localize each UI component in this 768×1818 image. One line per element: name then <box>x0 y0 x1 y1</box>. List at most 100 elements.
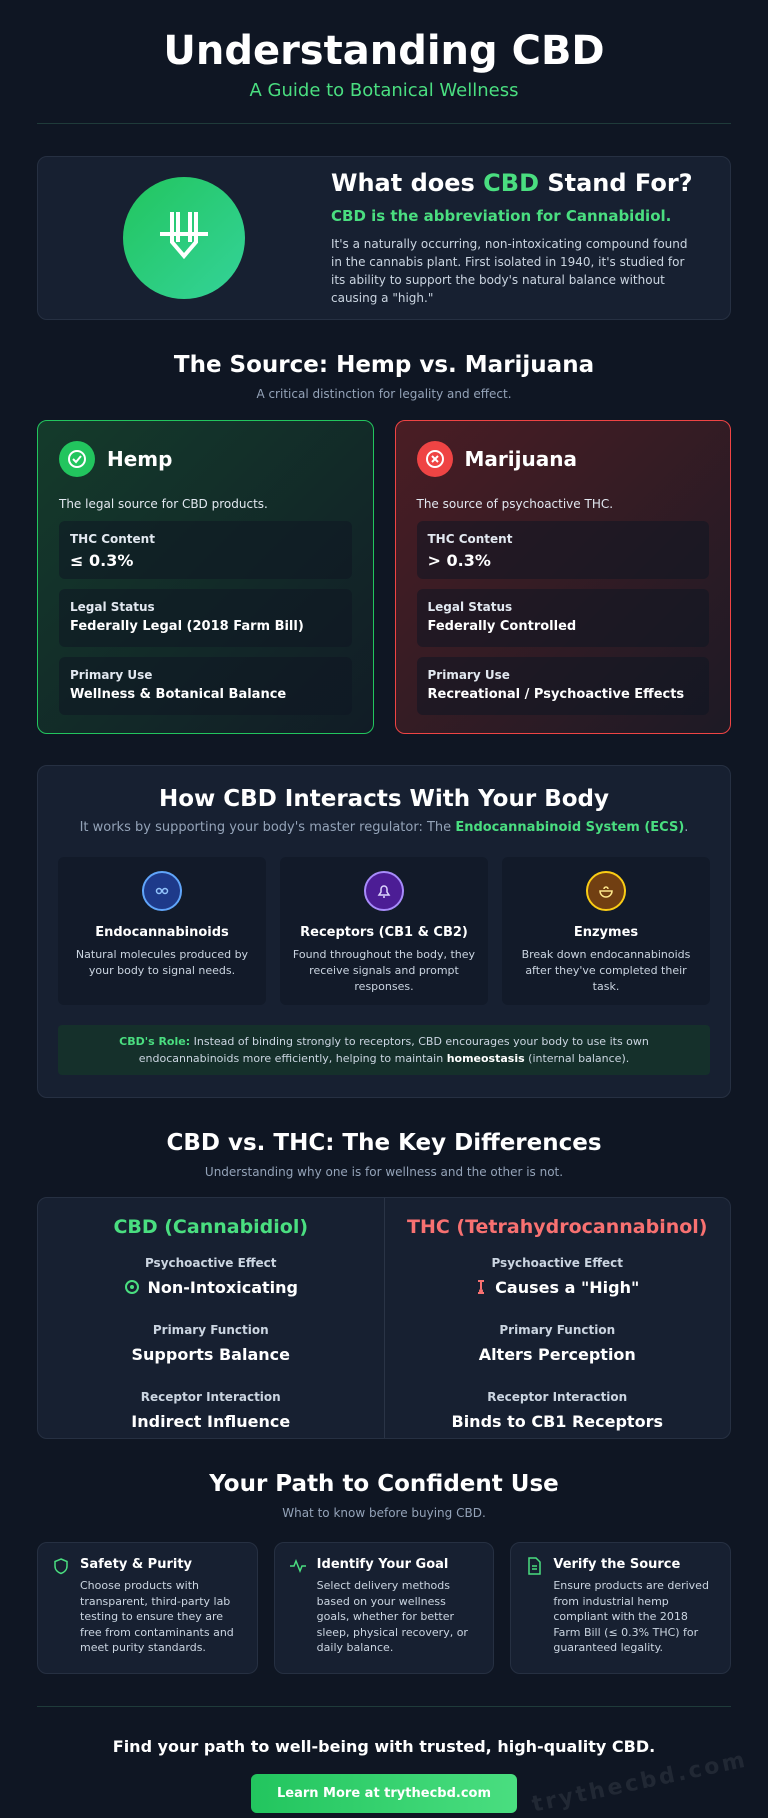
item-body: Break down endocannabinoids after they'v… <box>521 948 691 993</box>
source-cards: Hemp The legal source for CBD products. … <box>37 420 731 734</box>
row-value: Causes a "High" <box>385 1278 731 1297</box>
text: (internal balance). <box>524 1052 630 1065</box>
row-label: Primary Function <box>499 1323 616 1337</box>
row-label: Psychoactive Effect <box>144 1256 277 1270</box>
row-value: Recreational / Psychoactive Effects <box>427 687 685 702</box>
info-row: THC Content > 0.3% <box>416 521 709 579</box>
item-body: Ensure products are derived from industr… <box>553 1579 709 1654</box>
section-subtitle: A critical distinction for legality and … <box>256 387 512 401</box>
row-value: > 0.3% <box>427 551 491 570</box>
footer-text: Find your path to well-being with truste… <box>112 1737 656 1756</box>
row-value: Wellness & Botanical Balance <box>70 687 287 702</box>
row-value: Binds to CB1 Receptors <box>451 1412 663 1431</box>
section-title: Your Path to Confident Use <box>209 1471 559 1497</box>
highlight: CBD <box>483 169 539 197</box>
row-label: Receptor Interaction <box>140 1390 281 1404</box>
info-row: Primary Use Wellness & Botanical Balance <box>59 657 352 715</box>
intro-heading: What does CBD Stand For? <box>331 169 702 197</box>
info-row: Legal Status Federally Controlled <box>416 589 709 647</box>
path-items: Safety & Purity Choose products with tran… <box>37 1542 732 1674</box>
text: It works by supporting your body's maste… <box>79 820 456 835</box>
card-header: Hemp <box>59 441 352 477</box>
path-item: Identify Your Goal Select delivery method… <box>273 1542 495 1674</box>
item-title: Enzymes <box>573 925 639 940</box>
page-title: Understanding CBD <box>163 28 605 74</box>
check-icon <box>59 441 95 477</box>
card-description: The legal source for CBD products. <box>59 497 268 511</box>
row-label: THC Content <box>427 532 513 546</box>
logo <box>123 177 245 299</box>
ecs-item: Endocannabinoids Natural molecules produc… <box>58 857 266 1005</box>
row-label: Legal Status <box>427 600 513 614</box>
section-subtitle: Understanding why one is for wellness an… <box>204 1165 564 1179</box>
section-subtitle: What to know before buying CBD. <box>282 1506 486 1520</box>
row-label: Primary Use <box>70 668 153 682</box>
ecs-item: Receptors (CB1 & CB2) Found throughout th… <box>280 857 488 1005</box>
divider <box>37 123 731 124</box>
intro-body: It's a naturally occurring, non-intoxica… <box>331 237 688 305</box>
intro-text: What does CBD Stand For? CBD is the abbr… <box>331 169 702 307</box>
row-value: Supports Balance <box>131 1345 290 1364</box>
icon <box>142 871 182 911</box>
section-title: How CBD Interacts With Your Body <box>158 786 610 812</box>
thc-column: THC (Tetrahydrocannabinol) Psychoactive … <box>383 1198 731 1438</box>
ecs-items: Endocannabinoids Natural molecules produc… <box>58 857 710 1005</box>
intro-card: What does CBD Stand For? CBD is the abbr… <box>37 156 731 320</box>
text: Stand For? <box>539 169 693 197</box>
item-title: Receptors (CB1 & CB2) <box>300 925 468 940</box>
value-text: Causes a "High" <box>495 1278 640 1297</box>
comparison: CBD (Cannabidiol) Psychoactive Effect No… <box>37 1197 731 1439</box>
row-label: Receptor Interaction <box>487 1390 628 1404</box>
row-value: Non-Intoxicating <box>38 1278 384 1297</box>
ecs-note: CBD's Role: Instead of binding strongly … <box>58 1025 710 1075</box>
row-value: Alters Perception <box>478 1345 636 1364</box>
item-title: Identify Your Goal <box>316 1557 449 1572</box>
card-header: Marijuana <box>416 441 710 477</box>
x-icon <box>416 441 453 477</box>
info-row: Primary Use Recreational / Psychoactive E… <box>416 657 709 715</box>
note-label: CBD's Role: <box>119 1035 191 1048</box>
item-body: Natural molecules produced by your body … <box>75 948 249 977</box>
item-title: Verify the Source <box>553 1557 681 1572</box>
logo-icon <box>160 212 208 260</box>
ecs-item: Enzymes Break down endocannabinoids after… <box>502 857 710 1005</box>
path-item: Safety & Purity Choose products with tran… <box>37 1542 258 1674</box>
text: . <box>684 820 689 835</box>
section-subtitle: It works by supporting your body's maste… <box>58 820 710 835</box>
item-body: Found throughout the body, they receive … <box>292 948 476 993</box>
row-label: Primary Use <box>427 668 510 682</box>
item-title: Endocannabinoids <box>95 925 229 940</box>
cbd-column: CBD (Cannabidiol) Psychoactive Effect No… <box>38 1198 384 1438</box>
row-label: Psychoactive Effect <box>491 1256 624 1270</box>
info-row: THC Content ≤ 0.3% <box>59 521 352 579</box>
section-title: CBD vs. THC: The Key Differences <box>166 1130 602 1156</box>
column-name: THC (Tetrahydrocannabinol) <box>407 1216 708 1238</box>
text: What does <box>331 169 484 197</box>
value-text: Non-Intoxicating <box>147 1278 298 1297</box>
item-body: Select delivery methods based on your we… <box>316 1579 468 1654</box>
card-name: Marijuana <box>464 447 577 471</box>
hemp-card: Hemp The legal source for CBD products. … <box>37 420 374 734</box>
card-description: The source of psychoactive THC. <box>416 497 614 511</box>
row-value: Federally Legal (2018 Farm Bill) <box>70 619 304 634</box>
row-value: ≤ 0.3% <box>70 551 134 570</box>
text: Instead of binding strongly to receptors… <box>138 1035 649 1065</box>
info-row: Legal Status Federally Legal (2018 Farm B… <box>59 589 352 647</box>
item-title: Safety & Purity <box>80 1557 193 1572</box>
cta-button[interactable]: Learn More at trythecbd.com <box>250 1774 518 1813</box>
card-name: Hemp <box>107 447 173 471</box>
highlight: homeostasis <box>446 1052 525 1065</box>
row-value: Indirect Influence <box>131 1412 291 1431</box>
row-label: THC Content <box>70 532 155 546</box>
row-label: Primary Function <box>152 1323 269 1337</box>
column-name: CBD (Cannabidiol) <box>113 1216 309 1238</box>
item-body: Choose products with transparent, third-… <box>80 1579 234 1654</box>
intro-tagline: CBD is the abbreviation for Cannabidiol. <box>331 207 672 225</box>
footer: Find your path to well-being with truste… <box>37 1706 731 1813</box>
path-item: Verify the Source Ensure products are der… <box>510 1542 732 1674</box>
marijuana-card: Marijuana The source of psychoactive THC… <box>394 420 731 734</box>
highlight: Endocannabinoid System (ECS) <box>455 820 685 835</box>
icon <box>586 871 626 911</box>
